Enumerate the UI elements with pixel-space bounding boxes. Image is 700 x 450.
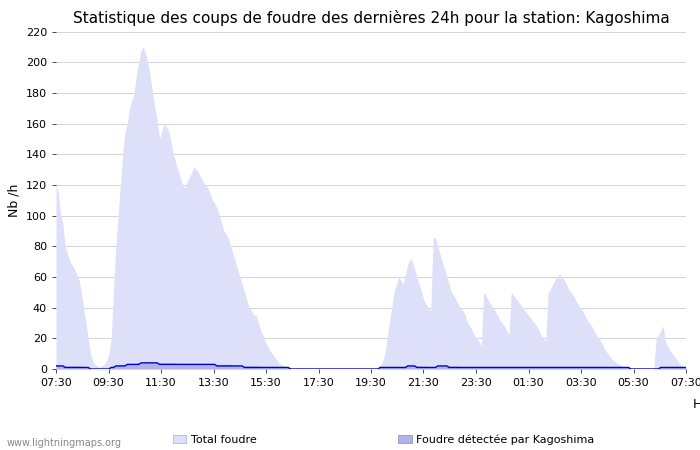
Moyenne de toutes les stations <box>268 365 277 370</box>
Moyenne de toutes les stations <box>52 363 60 369</box>
Y-axis label: Nb /h: Nb /h <box>7 184 20 217</box>
Moyenne de toutes les stations <box>406 363 414 369</box>
Moyenne de toutes les stations <box>496 365 504 370</box>
Text: www.lightningmaps.org: www.lightningmaps.org <box>7 438 122 448</box>
Moyenne de toutes les stations <box>433 363 442 369</box>
Legend: Total foudre, Moyenne de toutes les stations, Foudre détectée par Kagoshima: Total foudre, Moyenne de toutes les stat… <box>169 430 598 450</box>
Moyenne de toutes les stations <box>137 360 146 365</box>
Text: Heure: Heure <box>692 398 700 411</box>
Line: Moyenne de toutes les stations: Moyenne de toutes les stations <box>56 363 686 369</box>
Moyenne de toutes les stations <box>86 366 94 372</box>
Moyenne de toutes les stations <box>682 365 690 370</box>
Title: Statistique des coups de foudre des dernières 24h pour la station: Kagoshima: Statistique des coups de foudre des dern… <box>73 10 669 26</box>
Moyenne de toutes les stations <box>204 362 212 367</box>
Moyenne de toutes les stations <box>449 365 458 370</box>
